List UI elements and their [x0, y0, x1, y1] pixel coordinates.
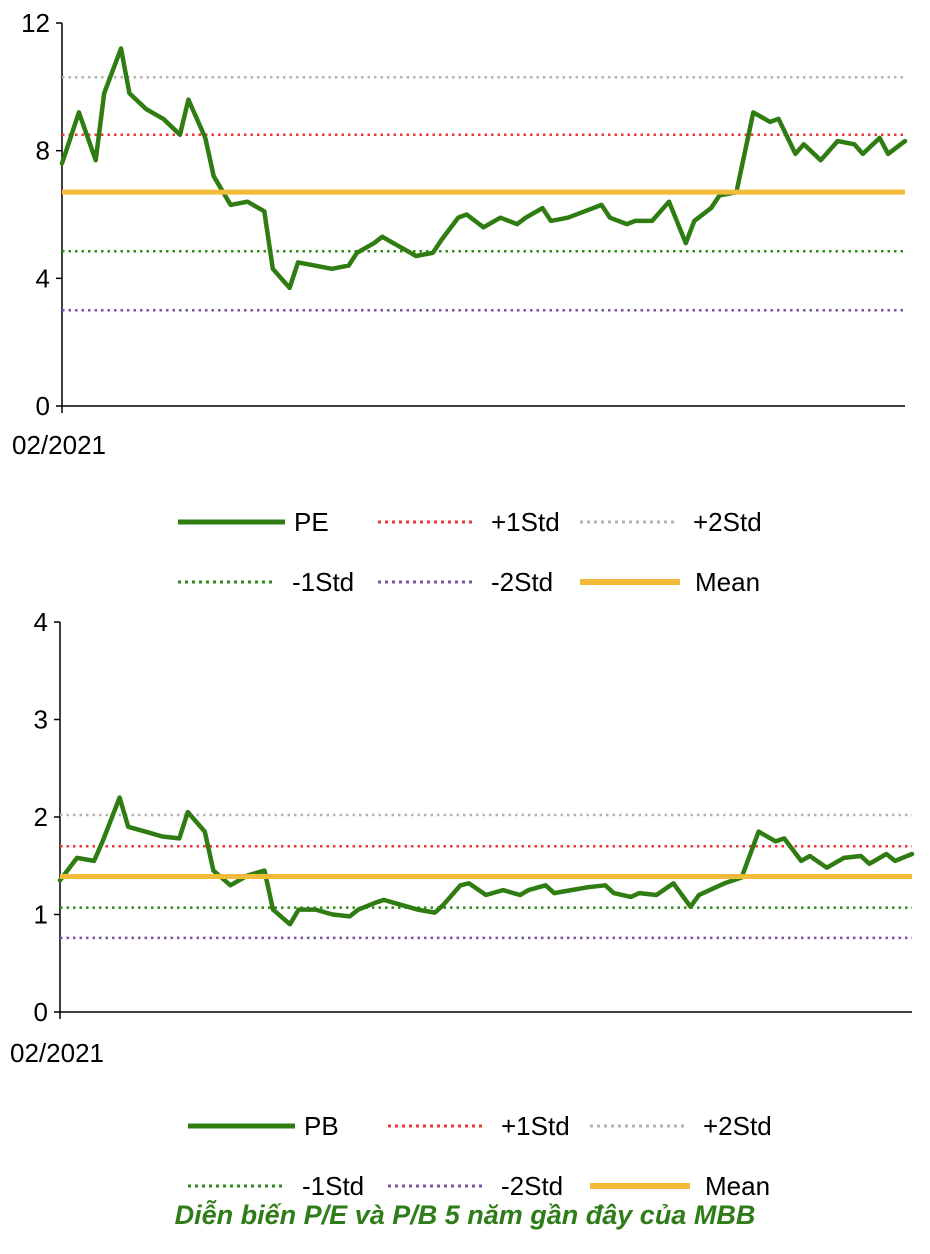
- pe-y-tick-label: 0: [36, 391, 50, 421]
- pb-y-tick-label: 0: [34, 997, 48, 1027]
- pb-y-tick-label: 1: [34, 900, 48, 930]
- legend-mean-label: Mean: [695, 567, 760, 597]
- legend-pb-minus1-label: -1Std: [302, 1171, 364, 1201]
- figure-caption: Diễn biến P/E và P/B 5 năm gần đây của M…: [174, 1200, 756, 1230]
- pb-chart: 0 1 2 3 4 02/2021: [10, 607, 915, 1068]
- pb-series-line: [57, 795, 915, 927]
- pe-legend: PE +1Std +2Std -1Std -2Std Mean: [178, 507, 762, 597]
- legend-pe-label: PE: [294, 507, 329, 537]
- pb-y-tick-label: 3: [34, 705, 48, 735]
- legend-pb-label: PB: [304, 1111, 339, 1141]
- legend-pb-minus2-label: -2Std: [501, 1171, 563, 1201]
- legend-plus1-label: +1Std: [491, 507, 560, 537]
- pb-y-tick-label: 2: [34, 802, 48, 832]
- pb-x-start-label: 02/2021: [10, 1038, 104, 1068]
- pb-legend: PB +1Std +2Std -1Std -2Std Mean: [188, 1111, 772, 1201]
- legend-pb-plus1-label: +1Std: [501, 1111, 570, 1141]
- pe-y-tick-label: 4: [36, 263, 50, 293]
- pe-x-start-label: 02/2021: [12, 430, 106, 460]
- legend-minus2-label: -2Std: [491, 567, 553, 597]
- legend-minus1-label: -1Std: [292, 567, 354, 597]
- legend-pb-plus2-label: +2Std: [703, 1111, 772, 1141]
- legend-pb-mean-label: Mean: [705, 1171, 770, 1201]
- pe-y-tick-label: 8: [36, 136, 50, 166]
- pe-series-line: [59, 46, 908, 291]
- pe-y-tick-label: 12: [21, 8, 50, 38]
- pb-y-tick-label: 4: [34, 607, 48, 637]
- legend-plus2-label: +2Std: [693, 507, 762, 537]
- pe-chart: 0 4 8 12 02/2021: [12, 8, 908, 460]
